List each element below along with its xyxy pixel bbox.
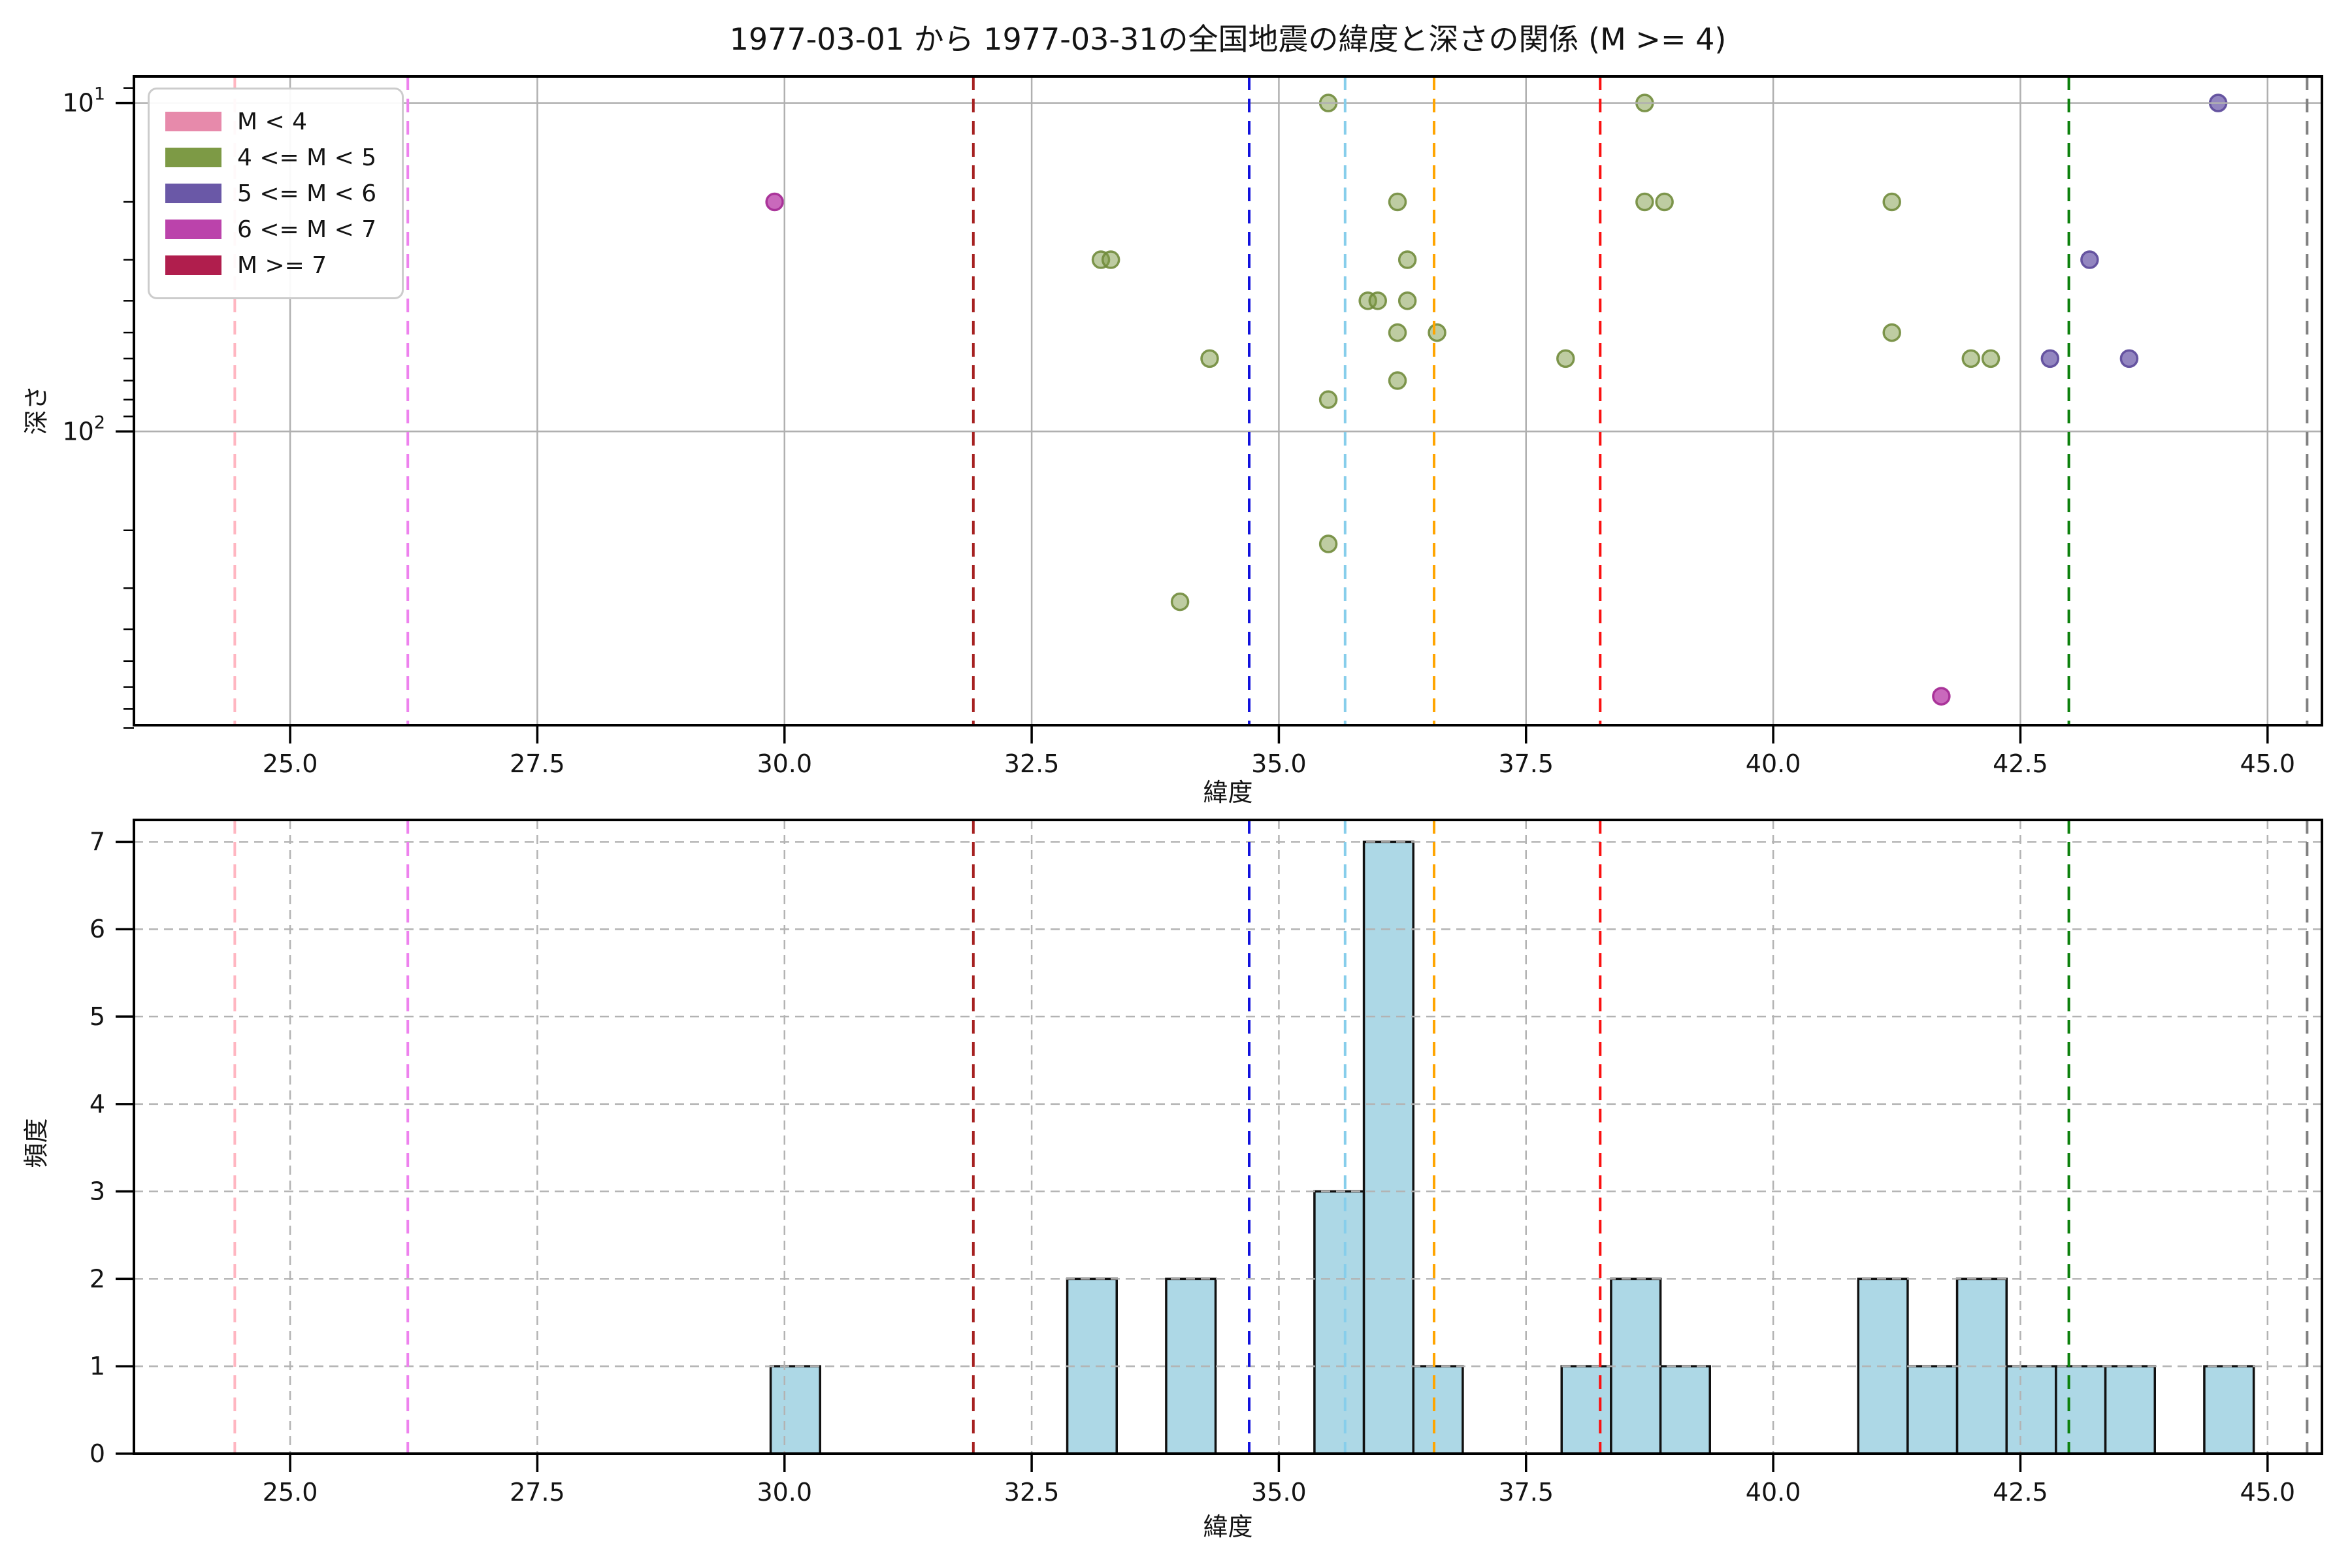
y-tick-label: 1 [90, 1352, 105, 1380]
x-tick-label: 42.5 [1993, 1478, 2048, 1507]
scatter-point [1368, 291, 1388, 310]
scatter-point [1882, 323, 1901, 342]
legend-swatch [165, 184, 221, 203]
legend-label: M >= 7 [237, 252, 327, 279]
x-tick-label: 40.0 [1746, 749, 1801, 778]
histogram-bar [2055, 1365, 2107, 1455]
scatter-point [1101, 250, 1120, 269]
x-tick-label: 42.5 [1993, 749, 2048, 778]
x-tick-label: 35.0 [1251, 1478, 1307, 1507]
legend-item-2: 5 <= M < 6 [165, 176, 386, 210]
histogram-bar [1560, 1365, 1612, 1455]
y-tick-label: 4 [90, 1090, 105, 1119]
histogram-bar [1313, 1190, 1365, 1455]
magnitude-legend: M < 4 4 <= M < 5 5 <= M < 6 6 <= M < 7 M >= … [148, 88, 404, 299]
y-tick-label: 102 [62, 412, 105, 446]
scatter-point [1882, 192, 1901, 212]
scatter-point [1635, 192, 1654, 212]
x-tick-label: 27.5 [510, 1478, 565, 1507]
x-tick-label: 32.5 [1004, 749, 1060, 778]
x-tick-label: 25.0 [263, 1478, 318, 1507]
histogram-bar [1412, 1365, 1464, 1455]
y-tick-label: 5 [90, 1002, 105, 1031]
histogram-bar [1906, 1365, 1959, 1455]
scatter-point [1428, 323, 1446, 342]
x-tick-label: 25.0 [263, 749, 318, 778]
y-tick-label: 0 [90, 1439, 105, 1468]
legend-swatch [165, 112, 221, 131]
legend-label: 5 <= M < 6 [237, 180, 377, 207]
histogram-bar [1659, 1365, 1711, 1455]
legend-item-1: 4 <= M < 5 [165, 140, 386, 174]
scatter-point [1388, 192, 1407, 212]
histogram-bar [2104, 1365, 2156, 1455]
scatter-point [1388, 371, 1407, 390]
histogram-xaxis-label: 緯度 [1203, 1512, 1253, 1541]
scatter-yaxis-label: 深さ [22, 385, 51, 435]
plot-border [133, 75, 2323, 727]
histogram-bar [1362, 840, 1414, 1455]
scatter-point [1388, 323, 1407, 342]
scatter-point [1655, 192, 1674, 212]
x-tick-label: 37.5 [1498, 749, 1554, 778]
scatter-point [1318, 534, 1338, 553]
x-tick-label: 37.5 [1498, 1478, 1554, 1507]
legend-label: 4 <= M < 5 [237, 144, 377, 171]
scatter-point [2119, 349, 2139, 368]
legend-item-4: M >= 7 [165, 248, 386, 282]
scatter-xaxis-label: 緯度 [1203, 778, 1253, 807]
legend-swatch [165, 148, 221, 167]
x-tick-label: 30.0 [757, 1478, 812, 1507]
scatter-point [1932, 687, 1951, 706]
scatter-point [1397, 291, 1417, 310]
legend-swatch [165, 220, 221, 239]
x-tick-label: 35.0 [1251, 749, 1307, 778]
scatter-point [1170, 592, 1190, 612]
y-tick-label: 101 [62, 84, 105, 118]
scatter-point [1200, 349, 1219, 368]
legend-label: M < 4 [237, 108, 308, 135]
y-tick-label: 7 [90, 827, 105, 856]
figure-title: 1977-03-01 から 1977-03-31の全国地震の緯度と深さの関係 (… [729, 22, 1727, 57]
plot-border [133, 819, 2323, 1455]
scatter-point [1556, 349, 1575, 368]
histogram-bar [2203, 1365, 2255, 1455]
y-tick-label: 2 [90, 1264, 105, 1293]
y-tick-label: 6 [90, 915, 105, 943]
histogram-yaxis-label: 頻度 [22, 1118, 51, 1168]
scatter-plot: 25.0 27.5 30.0 32.5 35.0 37.5 40.0 42.5 45.0 101 1… [62, 75, 2323, 778]
x-tick-label: 45.0 [2240, 1478, 2295, 1507]
scatter-point [765, 192, 784, 212]
legend-item-3: 6 <= M < 7 [165, 212, 386, 246]
histogram-bar [769, 1365, 822, 1455]
x-tick-label: 30.0 [757, 749, 812, 778]
scatter-point [1318, 390, 1338, 409]
x-tick-label: 45.0 [2240, 749, 2295, 778]
scatter-point [2040, 349, 2060, 368]
legend-swatch [165, 255, 221, 275]
legend-label: 6 <= M < 7 [237, 216, 377, 243]
histogram-plot: 25.0 27.5 30.0 32.5 35.0 37.5 40.0 42.5 45.0 0 1 2 3… [90, 819, 2323, 1507]
histogram-bar [2005, 1365, 2057, 1455]
x-tick-label: 32.5 [1004, 1478, 1060, 1507]
x-tick-label: 40.0 [1746, 1478, 1801, 1507]
y-tick-label: 3 [90, 1177, 105, 1206]
legend-item-0: M < 4 [165, 105, 386, 139]
scatter-point [1981, 349, 2001, 368]
scatter-point [1961, 349, 1981, 368]
scatter-point [2080, 250, 2099, 269]
scatter-point [1397, 250, 1417, 269]
x-tick-label: 27.5 [510, 749, 565, 778]
